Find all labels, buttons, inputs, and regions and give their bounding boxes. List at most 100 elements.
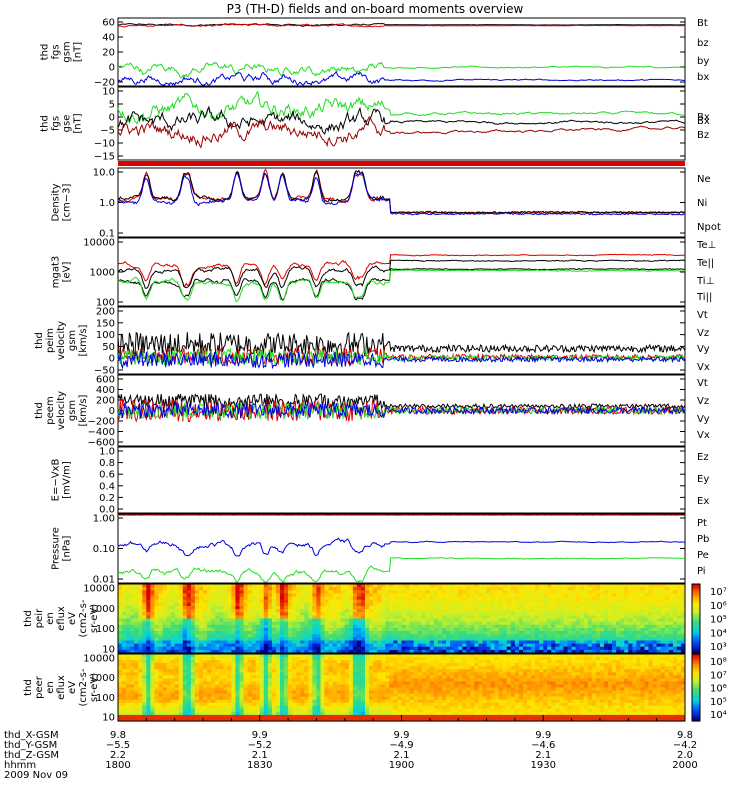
heat-cell: [413, 640, 419, 645]
heat-cell: [199, 606, 204, 610]
heat-cell: [664, 621, 670, 626]
y-tick-label: −20: [94, 78, 115, 89]
heat-cell: [409, 634, 415, 638]
heat-cell: [296, 584, 301, 588]
heat-cell: [365, 663, 370, 667]
heat-cell: [608, 606, 613, 610]
heat-cell: [365, 631, 370, 635]
heat-cell: [199, 612, 204, 616]
heat-cell: [470, 587, 475, 591]
heat-cell: [239, 593, 245, 598]
heat-cell: [604, 596, 609, 601]
heat-cell: [535, 612, 540, 616]
heat-cell: [510, 606, 516, 610]
y-tick-label: 10: [102, 87, 115, 98]
heat-cell: [166, 718, 172, 722]
heat-cell: [624, 590, 629, 594]
colorbar-cell: [692, 585, 700, 588]
heat-cell: [454, 590, 459, 594]
heat-cell: [182, 587, 188, 591]
heat-cell: [247, 663, 253, 667]
heat-cell: [612, 637, 617, 641]
heat-cell: [672, 596, 678, 601]
heat-cell: [203, 587, 208, 591]
heat-cell: [433, 646, 439, 651]
heat-cell: [571, 593, 577, 598]
heat-cell: [118, 660, 123, 664]
heat-cell: [575, 649, 581, 654]
heat-cell: [138, 675, 143, 679]
heat-cell: [231, 708, 236, 713]
heat-cell: [300, 702, 305, 707]
heat-cell: [215, 678, 220, 682]
heat-cell: [239, 627, 245, 632]
heat-cell: [174, 599, 180, 604]
heat-cell: [288, 714, 293, 719]
heat-cell: [186, 684, 192, 689]
legend-label: Vz: [697, 396, 709, 407]
heat-cell: [178, 705, 184, 710]
heat-cell: [409, 596, 415, 601]
heat-cell: [361, 587, 366, 591]
heat-cell: [405, 675, 411, 679]
heat-cell: [182, 593, 188, 598]
heat-cell: [190, 711, 196, 716]
heat-cell: [142, 678, 147, 682]
heat-cell: [199, 666, 204, 670]
heat-cell: [190, 705, 196, 710]
heat-cell: [397, 599, 402, 604]
heat-cell: [604, 646, 609, 651]
heat-cell: [296, 590, 301, 594]
heat-cell: [211, 618, 216, 623]
heat-cell: [425, 618, 431, 623]
heat-cell: [199, 669, 204, 673]
colorbar-cell: [692, 608, 700, 611]
colorbar-cell: [692, 642, 700, 645]
heat-cell: [563, 621, 569, 626]
heat-cell: [474, 615, 479, 620]
heat-cell: [527, 596, 532, 601]
heat-cell: [628, 602, 633, 607]
heat-cell: [158, 621, 164, 626]
series-line-Vt: [117, 331, 686, 356]
heat-cell: [271, 593, 277, 598]
heat-cell: [389, 678, 394, 682]
heat-cell: [583, 606, 589, 610]
heat-cell: [377, 596, 382, 601]
legend-label: Ne: [697, 174, 711, 185]
heat-cell: [656, 649, 662, 654]
heat-cell: [405, 643, 411, 648]
heat-cell: [591, 602, 597, 607]
heat-cell: [608, 637, 613, 641]
heat-cell: [417, 646, 423, 651]
heat-cell: [425, 609, 431, 613]
heat-cell: [474, 634, 479, 638]
heat-cell: [571, 640, 577, 645]
heat-cell: [251, 666, 257, 670]
heat-cell: [320, 618, 326, 623]
heat-cell: [433, 615, 439, 620]
heat-cell: [231, 675, 236, 679]
heat-cell: [288, 634, 293, 638]
heat-cell: [563, 618, 569, 623]
heat-cell: [401, 705, 407, 710]
heat-cell: [182, 599, 188, 604]
heat-cell: [352, 675, 358, 679]
heat-cell: [652, 596, 658, 601]
heat-cell: [551, 587, 556, 591]
heat-cell: [267, 687, 273, 692]
heat-cell: [324, 702, 330, 707]
heat-cell: [182, 672, 188, 676]
heat-cell: [186, 690, 192, 695]
heat-cell: [462, 634, 467, 638]
heat-cell: [539, 615, 544, 620]
heat-cell: [348, 640, 354, 645]
heat-cell: [381, 593, 386, 598]
heat-cell: [130, 584, 135, 588]
heat-cell: [600, 587, 605, 591]
heat-cell: [482, 609, 488, 613]
heat-cell: [126, 711, 131, 716]
heat-cell: [288, 593, 293, 598]
heat-cell: [393, 675, 398, 679]
heat-cell: [381, 696, 386, 701]
